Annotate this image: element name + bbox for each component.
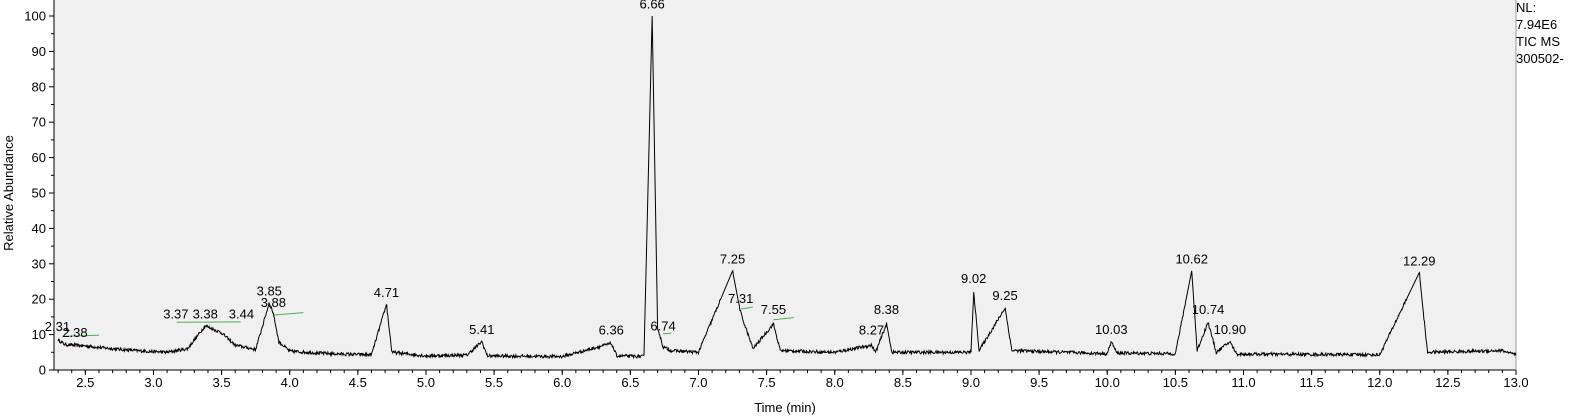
x-tick-label: 5.0 <box>417 375 435 390</box>
peak-label: 10.90 <box>1214 322 1247 337</box>
nl-value: 7.94E6 <box>1516 17 1558 32</box>
y-tick-label: 20 <box>32 292 46 307</box>
scan-filter: TIC MS <box>1516 34 1561 49</box>
x-tick-label: 4.5 <box>349 375 367 390</box>
peak-label: 9.25 <box>992 288 1017 303</box>
x-tick-label: 4.0 <box>281 375 299 390</box>
peak-label: 3.38 <box>193 306 218 321</box>
y-tick-label: 90 <box>32 44 46 59</box>
peak-label: 2.31 <box>45 319 70 334</box>
peak-label: 3.37 <box>163 306 188 321</box>
x-tick-label: 3.5 <box>213 375 231 390</box>
file-name: 300502- <box>1516 51 1564 66</box>
peak-label: 6.36 <box>599 323 624 338</box>
x-tick-label: 12.5 <box>1435 375 1460 390</box>
x-tick-label: 7.5 <box>758 375 776 390</box>
x-tick-label: 2.5 <box>76 375 94 390</box>
integration-mark <box>663 332 672 335</box>
peak-label: 5.41 <box>469 322 494 337</box>
integration-mark <box>773 317 794 321</box>
y-tick-label: 0 <box>39 363 46 378</box>
peak-label: 8.38 <box>874 302 899 317</box>
integration-mark <box>740 306 754 310</box>
x-tick-label: 5.5 <box>485 375 503 390</box>
y-tick-label: 10 <box>32 327 46 342</box>
peak-label: 12.29 <box>1403 253 1436 268</box>
x-tick-label: 9.0 <box>962 375 980 390</box>
x-tick-label: 7.0 <box>689 375 707 390</box>
peak-label: 10.74 <box>1192 302 1225 317</box>
x-tick-label: 11.5 <box>1299 375 1323 390</box>
y-axis-title: Relative Abundance <box>1 135 16 251</box>
x-tick-label: 12.0 <box>1367 375 1392 390</box>
peak-label: 10.62 <box>1175 252 1208 267</box>
peak-label: 7.55 <box>761 302 786 317</box>
integration-mark <box>273 312 304 316</box>
peak-label: 3.85 <box>257 283 282 298</box>
y-tick-label: 30 <box>32 256 46 271</box>
x-tick-label: 6.0 <box>553 375 571 390</box>
y-tick-label: 60 <box>32 150 46 165</box>
peak-label: 4.71 <box>374 285 399 300</box>
peak-label: 6.74 <box>650 318 675 333</box>
y-tick-label: 70 <box>32 115 46 130</box>
x-axis-title: Time (min) <box>754 400 816 415</box>
peak-label: 2.38 <box>62 325 87 340</box>
peak-label: 9.02 <box>961 271 986 286</box>
x-tick-label: 10.5 <box>1163 375 1188 390</box>
peak-labels: 2.312.38 3.37 3.38 3.443.853.88 4.71 5.41 6.36… <box>45 0 1436 340</box>
axes-layer: 0 10 20 30 40 50 60 70 80 90 100 2.5 3.0 3.5 4.0 4.5 5.0… <box>24 0 1529 390</box>
peak-label: 6.66 <box>639 0 664 12</box>
x-tick-label: 13.0 <box>1503 375 1528 390</box>
nl-label: NL: <box>1516 0 1537 15</box>
peak-label: 7.25 <box>720 252 745 267</box>
peak-label: 8.27 <box>859 323 884 338</box>
peak-label: 7.31 <box>728 291 753 306</box>
x-tick-label: 10.0 <box>1095 375 1120 390</box>
x-tick-label: 9.5 <box>1030 375 1048 390</box>
y-tick-label: 50 <box>32 186 46 201</box>
y-tick-label: 40 <box>32 221 46 236</box>
tic-trace <box>57 15 1517 360</box>
y-tick-label: 80 <box>32 79 46 94</box>
integration-mark <box>62 334 99 337</box>
peak-label: 10.03 <box>1095 322 1128 337</box>
integration-marks <box>62 306 794 337</box>
peak-label: 3.44 <box>229 306 254 321</box>
plot-area <box>54 0 1516 370</box>
x-tick-label: 8.0 <box>826 375 844 390</box>
x-tick-label: 11.0 <box>1231 375 1255 390</box>
peak-label: 3.88 <box>261 295 286 310</box>
x-tick-label: 8.5 <box>894 375 912 390</box>
y-tick-label: 100 <box>24 9 46 24</box>
x-tick-label: 6.5 <box>621 375 639 390</box>
x-tick-label: 3.0 <box>144 375 162 390</box>
